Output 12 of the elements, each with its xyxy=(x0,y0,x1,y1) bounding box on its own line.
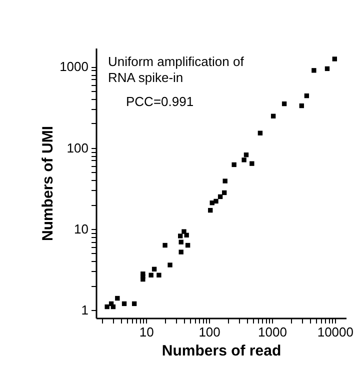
x-axis-title: Numbers of read xyxy=(162,342,282,360)
y-tick-label: 1 xyxy=(81,302,88,318)
x-tick-label: 10000 xyxy=(317,324,354,340)
annotation: PCC=0.991 xyxy=(126,94,194,109)
annotation: Uniform amplification of RNA spike-in xyxy=(108,54,244,85)
y-axis-title: Numbers of UMI xyxy=(40,126,57,242)
x-tick-label: 100 xyxy=(198,324,220,340)
y-tick-label: 10 xyxy=(74,221,88,236)
x-tick-label: 1000 xyxy=(258,324,287,340)
y-tick-label: 100 xyxy=(66,140,88,156)
x-tick-label: 10 xyxy=(139,324,154,340)
y-tick-label: 1000 xyxy=(60,59,88,74)
